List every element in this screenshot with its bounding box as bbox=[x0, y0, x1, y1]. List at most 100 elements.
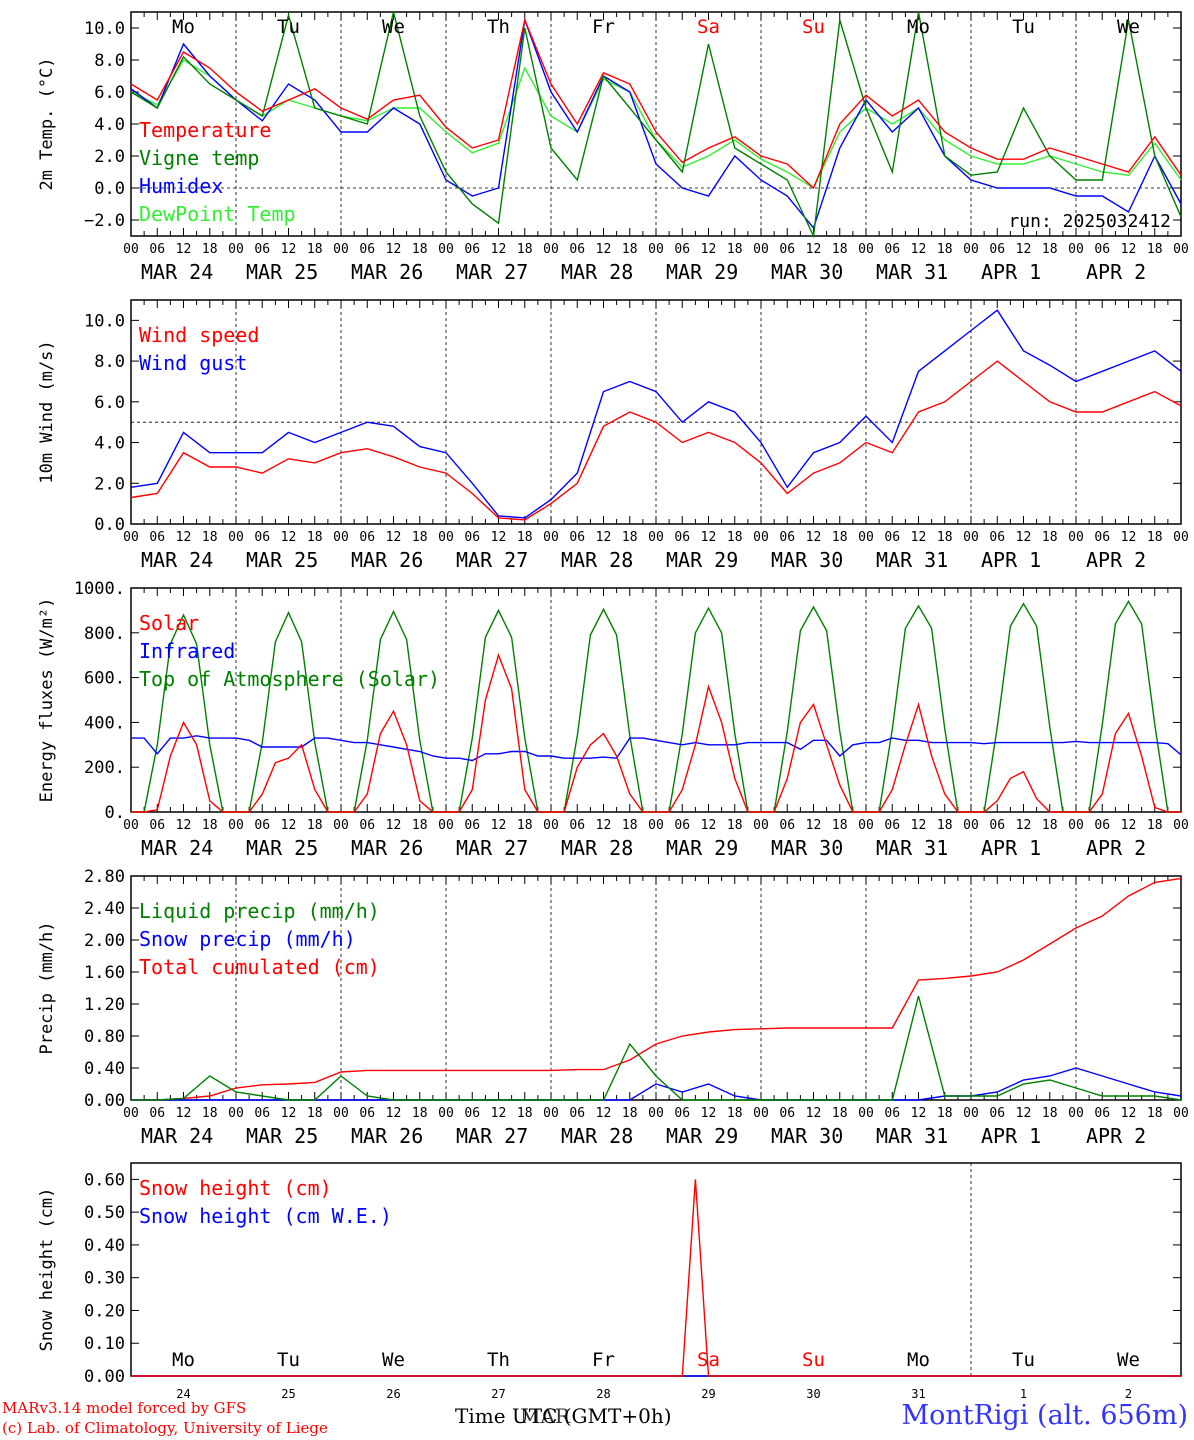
hour-tick-label: 12 bbox=[281, 242, 297, 257]
hour-tick-label: 00 bbox=[858, 530, 874, 545]
hour-tick-label: 12 bbox=[1016, 530, 1032, 545]
hour-tick-label: 12 bbox=[386, 242, 402, 257]
day-number: 2 bbox=[1125, 1387, 1132, 1401]
hour-tick-label: 00 bbox=[543, 818, 559, 833]
y-tick-label: 0.00 bbox=[84, 1367, 125, 1387]
hour-tick-label: 00 bbox=[228, 1106, 244, 1121]
day-number: 29 bbox=[701, 1387, 715, 1401]
day-letter: Mo bbox=[907, 16, 930, 38]
legend-entry: Infrared bbox=[139, 639, 235, 663]
series-line bbox=[131, 735, 1182, 762]
hour-tick-label: 06 bbox=[674, 1106, 690, 1121]
run-annotation: run: 2025032412 bbox=[1008, 211, 1171, 232]
day-number: 30 bbox=[806, 1387, 820, 1401]
hour-tick-label: 12 bbox=[596, 530, 612, 545]
hour-tick-label: 12 bbox=[491, 818, 507, 833]
chart-panel-5: 0.60 0.50 0.40 0.30 0.20 0.10 0.00 Snow height … bbox=[37, 1162, 1182, 1401]
hour-tick-label: 06 bbox=[1094, 530, 1110, 545]
time-axis-label: Time UTC (GMT+0h) bbox=[455, 1404, 672, 1428]
y-tick-label: 0. bbox=[105, 803, 125, 823]
y-tick-label: 8.0 bbox=[94, 352, 125, 372]
hour-tick-label: 18 bbox=[622, 530, 638, 545]
hour-tick-label: 00 bbox=[858, 1106, 874, 1121]
hour-tick-label: 18 bbox=[412, 242, 428, 257]
hour-tick-label: 06 bbox=[149, 1106, 165, 1121]
y-tick-label: 2.0 bbox=[94, 474, 125, 494]
hour-tick-label: 12 bbox=[281, 1106, 297, 1121]
hour-tick-label: 12 bbox=[386, 818, 402, 833]
lab-credit-line: (c) Lab. of Climatology, University of L… bbox=[2, 1419, 328, 1437]
day-letter: Su bbox=[802, 16, 825, 38]
hour-tick-label: 06 bbox=[569, 1106, 585, 1121]
hour-tick-label: 18 bbox=[832, 530, 848, 545]
date-label: MAR 31 bbox=[876, 1124, 948, 1148]
hour-tick-label: 06 bbox=[884, 1106, 900, 1121]
hour-tick-label: 00 bbox=[753, 818, 769, 833]
legend-entry: Liquid precip (mm/h) bbox=[139, 899, 380, 923]
hour-tick-label: 06 bbox=[464, 530, 480, 545]
hour-tick-label: 18 bbox=[937, 818, 953, 833]
hour-tick-label: 12 bbox=[806, 1106, 822, 1121]
y-tick-label: 1000. bbox=[74, 579, 125, 599]
series-line bbox=[130, 19, 1182, 230]
y-tick-label: 4.0 bbox=[94, 434, 125, 454]
hour-tick-label: 12 bbox=[176, 818, 192, 833]
series-line bbox=[131, 995, 1182, 1101]
hour-tick-label: 06 bbox=[569, 530, 585, 545]
hour-tick-label: 06 bbox=[1094, 1106, 1110, 1121]
date-label: MAR 24 bbox=[141, 836, 213, 860]
hour-tick-label: 12 bbox=[281, 818, 297, 833]
y-axis-title: Energy fluxes (W/m²) bbox=[37, 598, 57, 803]
series-line bbox=[131, 1179, 1181, 1377]
hour-tick-label: 18 bbox=[832, 242, 848, 257]
hour-tick-label: 00 bbox=[543, 242, 559, 257]
hour-tick-label: 06 bbox=[569, 818, 585, 833]
hour-tick-label: 18 bbox=[1042, 1106, 1058, 1121]
hour-tick-label: 12 bbox=[491, 242, 507, 257]
hour-tick-label: 00 bbox=[438, 818, 454, 833]
hour-tick-label: 12 bbox=[806, 530, 822, 545]
plot-frame bbox=[130, 299, 1182, 525]
day-letter: Sa bbox=[697, 16, 720, 38]
hour-tick-label: 00 bbox=[753, 242, 769, 257]
series-line bbox=[130, 360, 1182, 521]
day-letter: Fr bbox=[592, 1349, 615, 1371]
y-tick-label: 0.30 bbox=[84, 1269, 125, 1289]
hour-tick-label: 00 bbox=[1068, 818, 1084, 833]
y-tick-label: 0.50 bbox=[84, 1203, 125, 1223]
date-label: MAR 29 bbox=[666, 260, 738, 284]
series-line bbox=[131, 877, 1182, 1101]
hour-tick-label: 00 bbox=[333, 818, 349, 833]
date-label: MAR 25 bbox=[246, 836, 318, 860]
hour-tick-label: 06 bbox=[254, 530, 270, 545]
day-letter: We bbox=[382, 1349, 405, 1371]
series-line bbox=[130, 11, 1182, 239]
date-label: MAR 25 bbox=[246, 1124, 318, 1148]
hour-tick-label: 06 bbox=[149, 818, 165, 833]
y-tick-label: 0.10 bbox=[84, 1334, 125, 1354]
hour-tick-label: 18 bbox=[937, 1106, 953, 1121]
hour-tick-label: 00 bbox=[228, 242, 244, 257]
hour-tick-label: 18 bbox=[307, 1106, 323, 1121]
y-tick-label: 2.80 bbox=[84, 867, 125, 887]
day-number: 31 bbox=[911, 1387, 925, 1401]
hour-tick-label: 12 bbox=[596, 1106, 612, 1121]
hour-tick-label: 06 bbox=[464, 242, 480, 257]
day-letter: Sa bbox=[697, 1349, 720, 1371]
hour-tick-label: 18 bbox=[517, 242, 533, 257]
hour-tick-label: 06 bbox=[359, 242, 375, 257]
y-tick-label: 0.0 bbox=[94, 179, 125, 199]
hour-tick-label: 12 bbox=[176, 1106, 192, 1121]
hour-tick-label: 00 bbox=[963, 818, 979, 833]
hour-tick-label: 12 bbox=[176, 242, 192, 257]
hour-tick-label: 06 bbox=[149, 530, 165, 545]
hour-tick-label: 06 bbox=[359, 818, 375, 833]
hour-tick-label: 12 bbox=[1121, 242, 1137, 257]
hour-tick-label: 06 bbox=[884, 530, 900, 545]
y-tick-label: 0.00 bbox=[84, 1091, 125, 1111]
day-number: 24 bbox=[176, 1387, 190, 1401]
day-letter: Fr bbox=[592, 16, 615, 38]
day-letter: Mo bbox=[172, 1349, 195, 1371]
y-tick-label: 0.0 bbox=[94, 515, 125, 535]
